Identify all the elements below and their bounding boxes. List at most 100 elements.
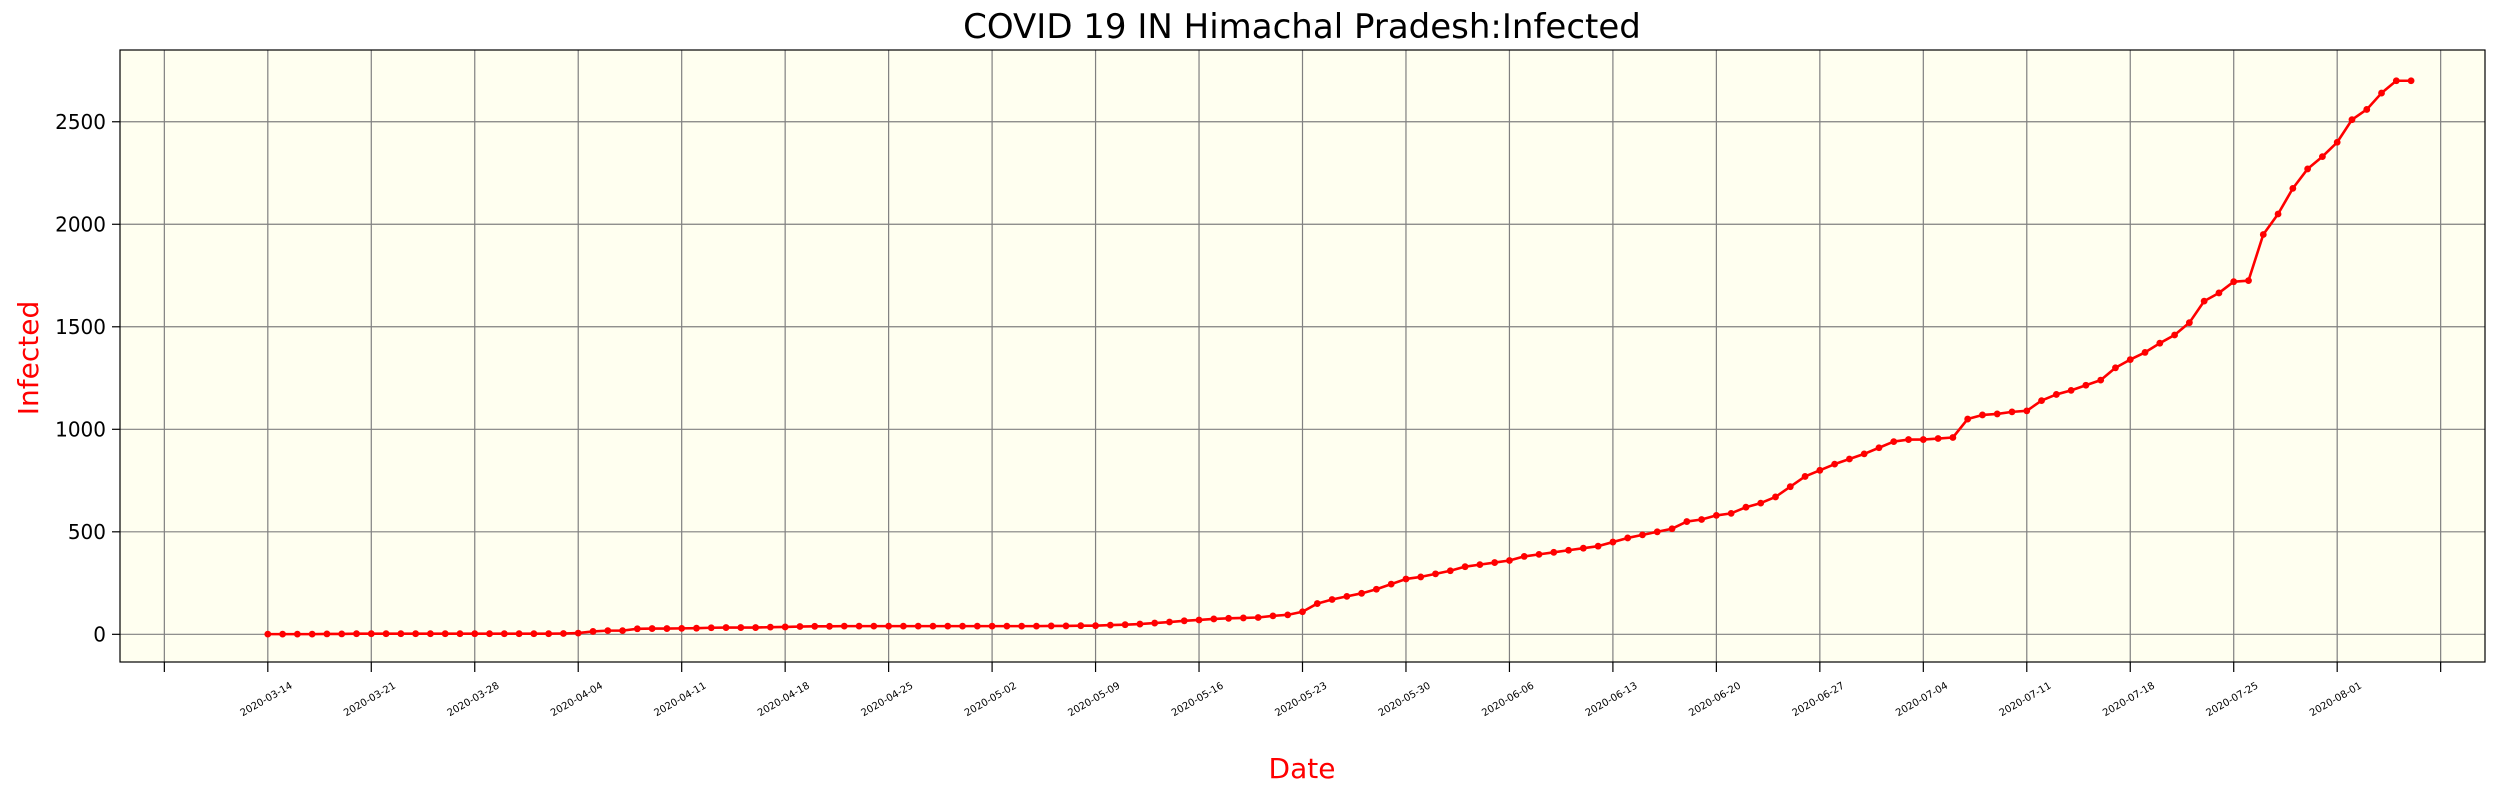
data-point [1964,415,1972,423]
data-point [441,630,449,638]
data-point [1875,444,1883,452]
data-point [678,624,686,632]
data-point [2200,297,2208,305]
data-point-markers [264,77,2415,638]
data-point [530,630,538,638]
data-point [1269,612,1277,620]
data-point [2097,376,2105,384]
data-point [2171,331,2178,339]
data-point [1520,553,1528,560]
data-point [1594,542,1602,550]
x-tick-label: 2020-03-14 [239,681,295,720]
data-point [2363,106,2371,113]
data-point [1446,567,1454,575]
data-point [1387,580,1395,588]
x-axis-label: Date [1269,752,1336,785]
data-point [367,630,375,638]
data-point [1077,622,1085,630]
data-point [2008,408,2016,416]
data-point [1432,570,1439,578]
data-point [648,625,656,632]
data-point [574,629,582,637]
y-tick-label: 0 [93,622,106,646]
data-point [1683,518,1691,525]
data-point [1550,548,1558,556]
data-point [1151,619,1159,627]
data-point [1239,614,1247,622]
data-point [752,624,759,631]
data-point [560,630,567,637]
data-point [1905,436,1912,443]
data-point [1491,559,1499,566]
x-tick-label: 2020-06-20 [1687,681,1743,720]
data-point [973,622,981,630]
data-point [500,630,508,638]
data-point [427,630,434,638]
data-point [412,630,420,638]
x-tick-label: 2020-04-11 [653,681,709,720]
data-point [1373,585,1380,593]
data-point [1402,575,1410,583]
x-tick-label: 2020-03-21 [342,681,398,720]
data-point [722,624,730,631]
data-point [279,630,286,638]
data-point [1476,561,1484,569]
data-point [1579,544,1587,552]
data-point [2112,364,2119,372]
data-point [2407,77,2415,85]
data-point [456,630,464,638]
grid-lines [120,50,2485,662]
y-tick-label: 1500 [55,315,106,339]
data-point [2274,210,2282,218]
data-point [1313,600,1321,607]
data-point [1624,534,1632,542]
data-point [1668,525,1676,533]
data-point [1358,589,1366,597]
chart-title: COVID 19 IN Himachal Pradesh:Infected [963,7,1641,47]
data-point [2348,116,2356,124]
data-point [633,625,641,633]
data-point [2185,319,2193,327]
data-point [870,622,878,630]
data-point [1757,499,1765,507]
x-tick-label: 2020-07-11 [1998,681,2054,720]
data-point [1742,503,1750,511]
y-axis-label: Infected [12,301,45,415]
data-point [1639,531,1646,539]
data-point [1136,620,1144,628]
x-axis-ticks: 2020-03-14 2020-03-21 2020-03-28 2020-04-04… [163,662,2442,720]
data-point [2038,397,2045,404]
data-point [1299,608,1306,616]
data-point [338,630,346,638]
x-tick-label: 2020-05-23 [1273,681,1329,720]
data-point [471,630,479,638]
data-point [2304,165,2312,173]
data-point [2215,289,2223,297]
data-point [1831,460,1839,468]
data-point [1535,550,1543,558]
data-point [1166,618,1173,626]
data-point [1121,621,1129,629]
data-point [707,624,715,632]
data-point [2333,138,2341,146]
data-point [840,622,848,630]
data-point [382,630,390,638]
data-point [2245,277,2252,285]
x-tick-label: 2020-07-25 [2205,681,2261,720]
data-point [855,622,863,630]
data-point [885,622,893,630]
data-point [929,622,937,630]
data-point [1180,617,1188,625]
data-point [1698,516,1705,523]
data-point [2259,231,2267,238]
y-tick-label: 500 [68,520,106,544]
data-point [1816,466,1824,474]
data-point [693,624,700,632]
data-point [2141,349,2149,356]
data-point [1890,438,1898,445]
data-point [826,622,833,630]
data-point [1949,434,1957,441]
data-point [1786,483,1794,491]
